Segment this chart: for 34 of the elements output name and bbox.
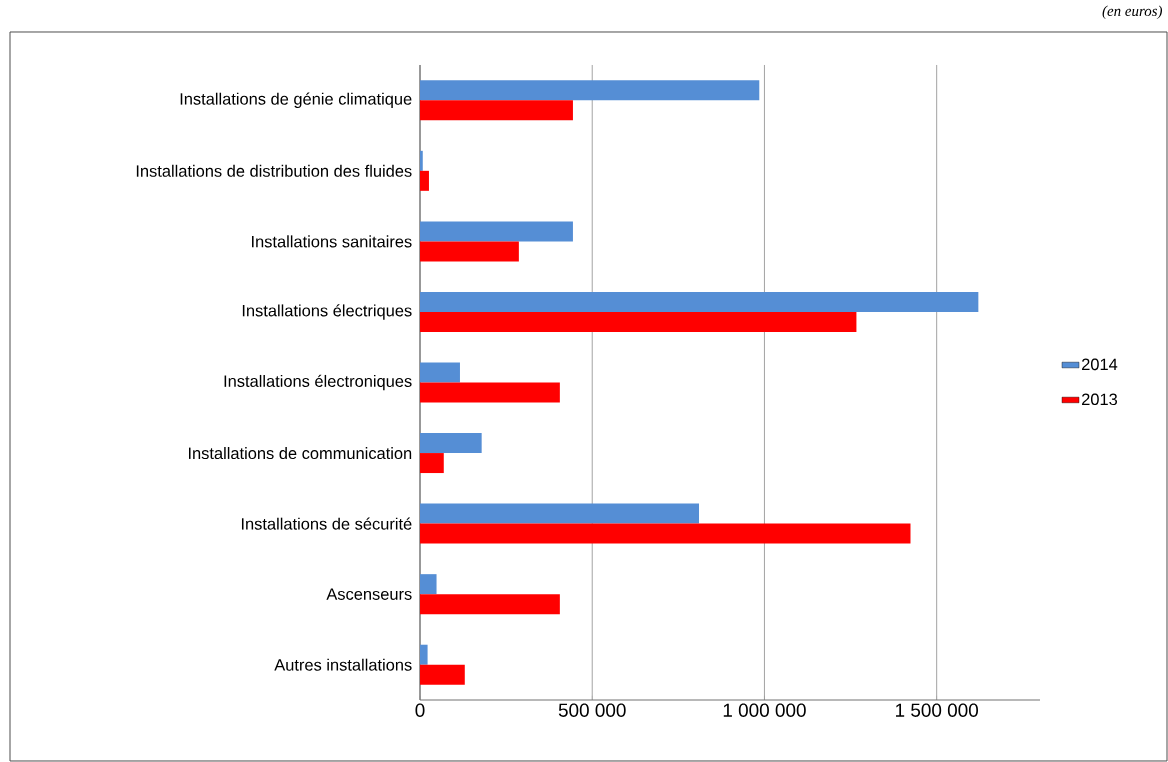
bar — [420, 150, 423, 171]
bar — [420, 311, 857, 332]
bar — [420, 453, 444, 474]
text: (en euros) — [1102, 5, 1163, 20]
y-tick-label: Ascenseurs — [326, 588, 412, 600]
x-tick-label: 0 — [415, 703, 425, 717]
bar — [420, 100, 573, 121]
bar — [420, 241, 519, 262]
y-tick-label: Installations de génie climatique — [180, 92, 412, 109]
bar — [420, 594, 560, 615]
bar — [420, 433, 482, 454]
bar — [420, 170, 429, 191]
bar — [420, 574, 437, 595]
x-tick-label: 1 500 000 — [896, 703, 978, 717]
bar — [420, 503, 700, 524]
bar — [420, 382, 560, 403]
y-tick-label: Installations de communication — [188, 447, 412, 460]
bar — [420, 664, 465, 685]
y-tick-label: Installations électriques — [242, 304, 412, 320]
y-tick-label: Installations électroniques — [224, 374, 412, 391]
bar — [420, 80, 760, 101]
bar — [420, 221, 573, 242]
x-tick-label: 500 000 — [558, 703, 626, 717]
y-tick-label: Installations de sécurité — [241, 517, 412, 530]
legend-label: 2013 — [1082, 393, 1118, 406]
legend-label: 2014 — [1082, 358, 1118, 371]
y-tick-label: Installations sanitaires — [252, 235, 412, 248]
bar — [420, 291, 979, 312]
x-tick-label: 1 000 000 — [723, 703, 806, 717]
bar — [420, 644, 428, 665]
bar — [420, 362, 460, 383]
y-tick-label: Installations de distribution des fluides — [136, 164, 412, 177]
bar — [420, 523, 911, 544]
y-tick-label: Autres installations — [274, 658, 412, 671]
